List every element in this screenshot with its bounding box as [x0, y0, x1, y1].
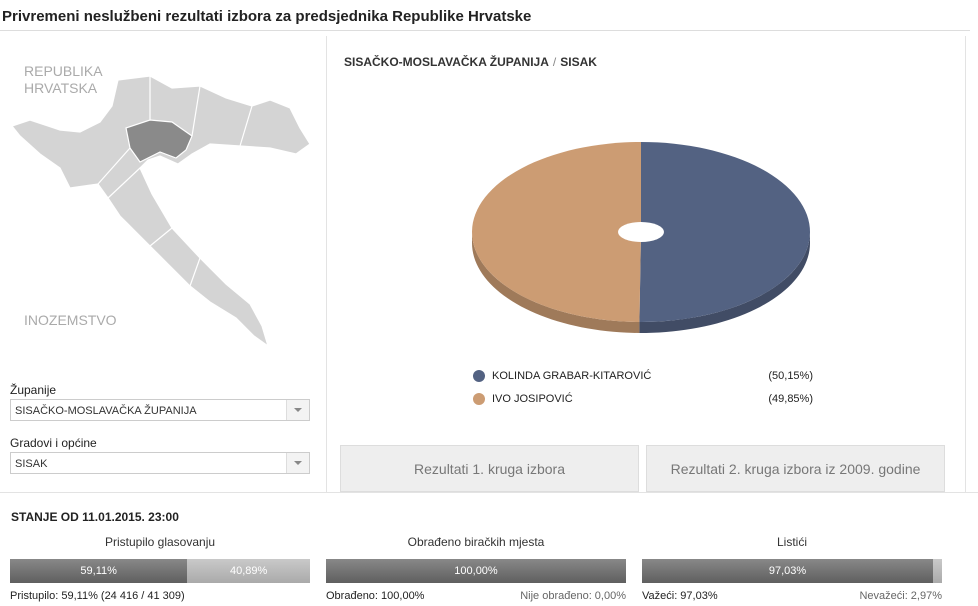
progress-bar: 59,11% 40,89% [10, 559, 310, 583]
panel-footer: Obrađeno: 100,00% Nije obrađeno: 0,00% [326, 590, 626, 602]
button[interactable]: Rezultati 1. kruga izbora [340, 445, 639, 492]
map[interactable]: REPUBLIKA HRVATSKA INOZEMSTVO [0, 36, 320, 356]
map-county-selected[interactable] [125, 119, 193, 163]
pie-chart [472, 142, 811, 333]
progress-segment: 59,11% [10, 559, 188, 583]
panel-title: Obrađeno biračkih mjesta [407, 535, 545, 549]
progress-label: 100,00% [454, 565, 498, 577]
progress-segment: 100,00% [326, 559, 626, 583]
footer-text: Pristupilo: 59,11% (24 416 / 41 309) [10, 590, 185, 602]
map-country[interactable] [10, 75, 311, 348]
progress-segment: 40,89% [187, 559, 310, 583]
legend-item: KOLINDA GRABAR-KITAROVIĆ (50,15%) [473, 364, 813, 387]
breadcrumb: SISAČKO-MOSLAVAČKA ŽUPANIJA / SISAK [344, 55, 597, 69]
select-arrow[interactable] [286, 400, 309, 420]
footer-text: Obrađeno: 100,00% [326, 590, 425, 602]
filter-label: Županije [10, 383, 57, 397]
pie-slice [639, 142, 811, 322]
progress-label: 97,03% [768, 565, 807, 577]
button[interactable]: Rezultati 2. kruga izbora iz 2009. godin… [646, 445, 945, 492]
value-label: (50,15%) [768, 369, 813, 382]
select[interactable]: SISAČKO-MOSLAVAČKA ŽUPANIJA [10, 399, 310, 421]
map-borders [97, 76, 253, 287]
pie-slice [472, 142, 641, 322]
progress-segment [933, 559, 942, 583]
panel-footer: Pristupilo: 59,11% (24 416 / 41 309) [10, 590, 310, 602]
page-title: Privremeni neslužbeni rezultati izbora z… [0, 0, 970, 31]
legend: KOLINDA GRABAR-KITAROVIĆ (50,15%) IVO JOSI… [473, 364, 813, 410]
select[interactable]: SISAK [10, 452, 310, 474]
footer-text: Važeći: 97,03% [642, 590, 718, 602]
breadcrumb-city: SISAK [560, 55, 597, 69]
select-value: SISAK [15, 458, 48, 470]
panel-title: Pristupilo glasovanju [104, 535, 216, 549]
progress-bar: 97,03% [642, 559, 942, 583]
pie-side [639, 232, 810, 333]
legend-label: IVO JOSIPOVIĆ [492, 392, 573, 405]
divider [965, 36, 966, 492]
progress-label: 40,89% [230, 565, 268, 577]
pie-hole [618, 222, 664, 242]
breadcrumb-separator: / [552, 55, 557, 69]
status-title: STANJE OD 11.01.2015. 23:00 [11, 510, 179, 524]
footer-text: Nevažeći: 2,97% [859, 590, 942, 602]
progress-bar: 100,00% [326, 559, 626, 583]
legend-item: IVO JOSIPOVIĆ (49,85%) [473, 387, 813, 410]
filter-label: Gradovi i općine [10, 436, 97, 450]
divider [0, 492, 978, 493]
legend-label: KOLINDA GRABAR-KITAROVIĆ [492, 369, 652, 382]
select-value: SISAČKO-MOSLAVAČKA ŽUPANIJA [15, 405, 197, 417]
map-label[interactable]: INOZEMSTVO [24, 312, 117, 328]
legend-marker [473, 369, 485, 382]
map-label: HRVATSKA [24, 80, 98, 96]
breadcrumb-county[interactable]: SISAČKO-MOSLAVAČKA ŽUPANIJA [344, 55, 549, 69]
footer-text: Nije obrađeno: 0,00% [520, 590, 626, 602]
progress-segment: 97,03% [642, 559, 934, 583]
legend-marker [473, 392, 485, 405]
pie-side [472, 232, 640, 333]
progress-label: 59,11% [80, 565, 117, 577]
divider [326, 36, 327, 492]
panel-title: Listići [776, 535, 807, 549]
map-label: REPUBLIKA [24, 63, 103, 79]
value-label: (49,85%) [768, 392, 813, 405]
select-arrow[interactable] [286, 453, 309, 473]
panel-footer: Važeći: 97,03% Nevažeći: 2,97% [642, 590, 942, 602]
